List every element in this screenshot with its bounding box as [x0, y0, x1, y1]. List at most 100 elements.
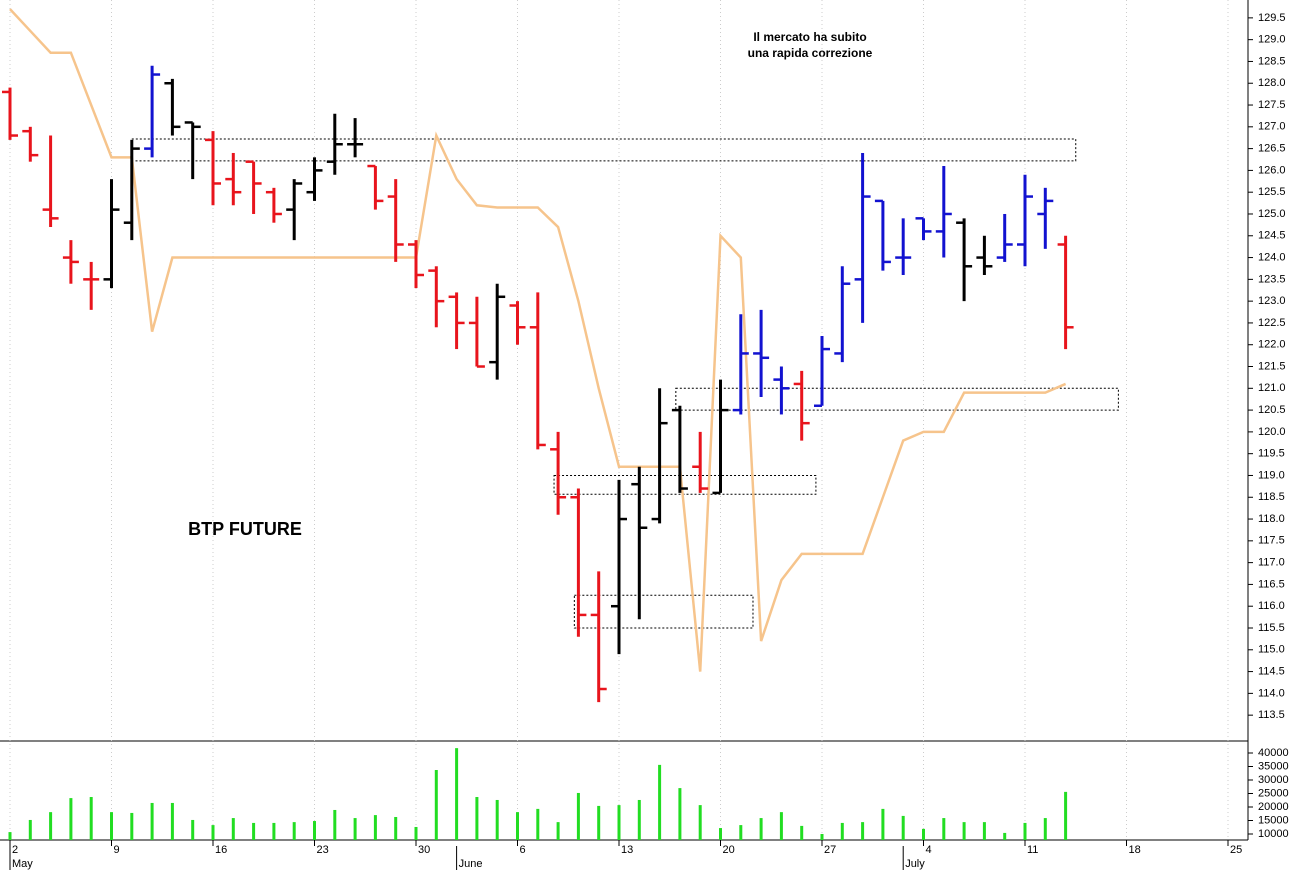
chart-label: BTP FUTURE — [188, 519, 302, 539]
volume-bar — [394, 816, 398, 840]
volume-bar — [698, 805, 702, 840]
volume-bar — [170, 802, 174, 840]
volume-bar — [516, 812, 519, 840]
month-label: July — [905, 858, 925, 870]
volume-bar — [840, 822, 844, 840]
volume-bar — [536, 808, 540, 840]
y-tick-label: 118.0 — [1258, 513, 1285, 525]
x-tick-label: 11 — [1027, 844, 1038, 856]
x-tick-label: 6 — [520, 844, 526, 856]
volume-bar — [475, 797, 479, 840]
volume-bar — [759, 818, 763, 840]
volume-bar — [8, 832, 12, 840]
y-tick-label: 124.0 — [1258, 251, 1286, 263]
y-tick-label: 120.5 — [1258, 404, 1286, 416]
volume-bar — [272, 822, 276, 840]
y-tick-label: 124.5 — [1258, 230, 1286, 242]
volume-bar — [110, 812, 113, 840]
range-box — [553, 474, 817, 495]
month-label: May — [12, 858, 33, 870]
volume-bar — [333, 809, 337, 840]
y-tick-label: 117.5 — [1258, 535, 1285, 547]
volume-bar — [373, 815, 377, 840]
y-tick-label: 113.5 — [1258, 709, 1285, 721]
volume-bar — [779, 812, 783, 840]
y-tick-label: 123.5 — [1258, 273, 1286, 285]
y-tick-label: 122.5 — [1258, 317, 1286, 329]
volume-bar — [1023, 822, 1027, 840]
volume-bar — [719, 828, 722, 840]
x-tick-label: 18 — [1129, 844, 1141, 856]
volume-bar — [414, 826, 418, 840]
y-tick-label: 115.5 — [1258, 622, 1285, 634]
volume-bar — [211, 825, 215, 840]
y-tick-label: 129.0 — [1258, 34, 1286, 46]
volume-bar — [49, 812, 53, 840]
volume-bar — [901, 815, 905, 840]
volume-bar — [922, 828, 925, 840]
volume-bar — [89, 797, 93, 840]
volume-bar — [28, 819, 32, 840]
x-tick-label: 20 — [723, 844, 735, 856]
y-tick-label: 119.5 — [1258, 448, 1285, 460]
volume-bar — [576, 792, 580, 840]
y-tick-label: 117.0 — [1258, 557, 1285, 569]
volume-bar — [130, 812, 134, 840]
x-tick-label: 9 — [114, 844, 120, 856]
y-tick-label: 114.0 — [1258, 687, 1285, 699]
y-tick-label: 123.0 — [1258, 295, 1286, 307]
y-tick-label: 127.5 — [1258, 99, 1286, 111]
volume-bar — [231, 818, 235, 840]
volume-bar — [191, 819, 195, 840]
volume-bar — [861, 822, 865, 840]
volume-tick-label: 15000 — [1258, 814, 1289, 826]
annotation: Il mercato ha subito — [753, 30, 866, 44]
volume-bar — [1043, 818, 1047, 840]
volume-bar — [252, 822, 256, 840]
volume-bar — [495, 799, 499, 840]
x-tick-label: 30 — [418, 844, 430, 856]
volume-bar — [353, 818, 357, 840]
volume-tick-label: 25000 — [1258, 787, 1289, 799]
y-tick-label: 122.0 — [1258, 339, 1286, 351]
indicator-line — [9, 8, 1067, 672]
x-tick-label: 13 — [621, 844, 633, 856]
volume-bar — [881, 808, 885, 840]
volume-bar — [658, 764, 662, 840]
annotation: una rapida correzione — [748, 46, 873, 60]
volume-bar — [637, 799, 641, 840]
range-box — [131, 138, 1077, 162]
range-box — [675, 387, 1119, 411]
volume-bar — [942, 818, 946, 840]
y-tick-label: 128.5 — [1258, 55, 1286, 67]
volume-bar — [739, 825, 743, 840]
volume-bar — [597, 805, 601, 840]
month-label: June — [459, 858, 483, 870]
y-tick-label: 119.0 — [1258, 469, 1285, 481]
volume-bar — [1003, 832, 1007, 840]
y-tick-label: 120.0 — [1258, 426, 1286, 438]
volume-bar — [820, 834, 824, 840]
range-box — [573, 594, 754, 629]
volume-bar — [556, 822, 560, 840]
y-tick-label: 114.5 — [1258, 665, 1285, 677]
x-tick-label: 2 — [12, 844, 18, 856]
volume-bar — [962, 822, 966, 840]
y-tick-label: 127.0 — [1258, 121, 1286, 133]
y-tick-label: 129.5 — [1258, 12, 1286, 24]
y-tick-label: 121.0 — [1258, 382, 1286, 394]
volume-bar — [982, 822, 986, 840]
volume-tick-label: 40000 — [1258, 747, 1289, 759]
y-tick-label: 125.0 — [1258, 208, 1286, 220]
x-tick-label: 25 — [1230, 844, 1242, 856]
volume-bar — [1064, 791, 1068, 840]
y-tick-label: 121.5 — [1258, 360, 1286, 372]
volume-bar — [617, 805, 621, 840]
y-tick-label: 116.0 — [1258, 600, 1285, 612]
x-tick-label: 23 — [317, 844, 329, 856]
volume-tick-label: 35000 — [1258, 760, 1289, 772]
y-tick-label: 118.5 — [1258, 491, 1285, 503]
volume-tick-label: 20000 — [1258, 801, 1289, 813]
x-tick-label: 16 — [215, 844, 227, 856]
